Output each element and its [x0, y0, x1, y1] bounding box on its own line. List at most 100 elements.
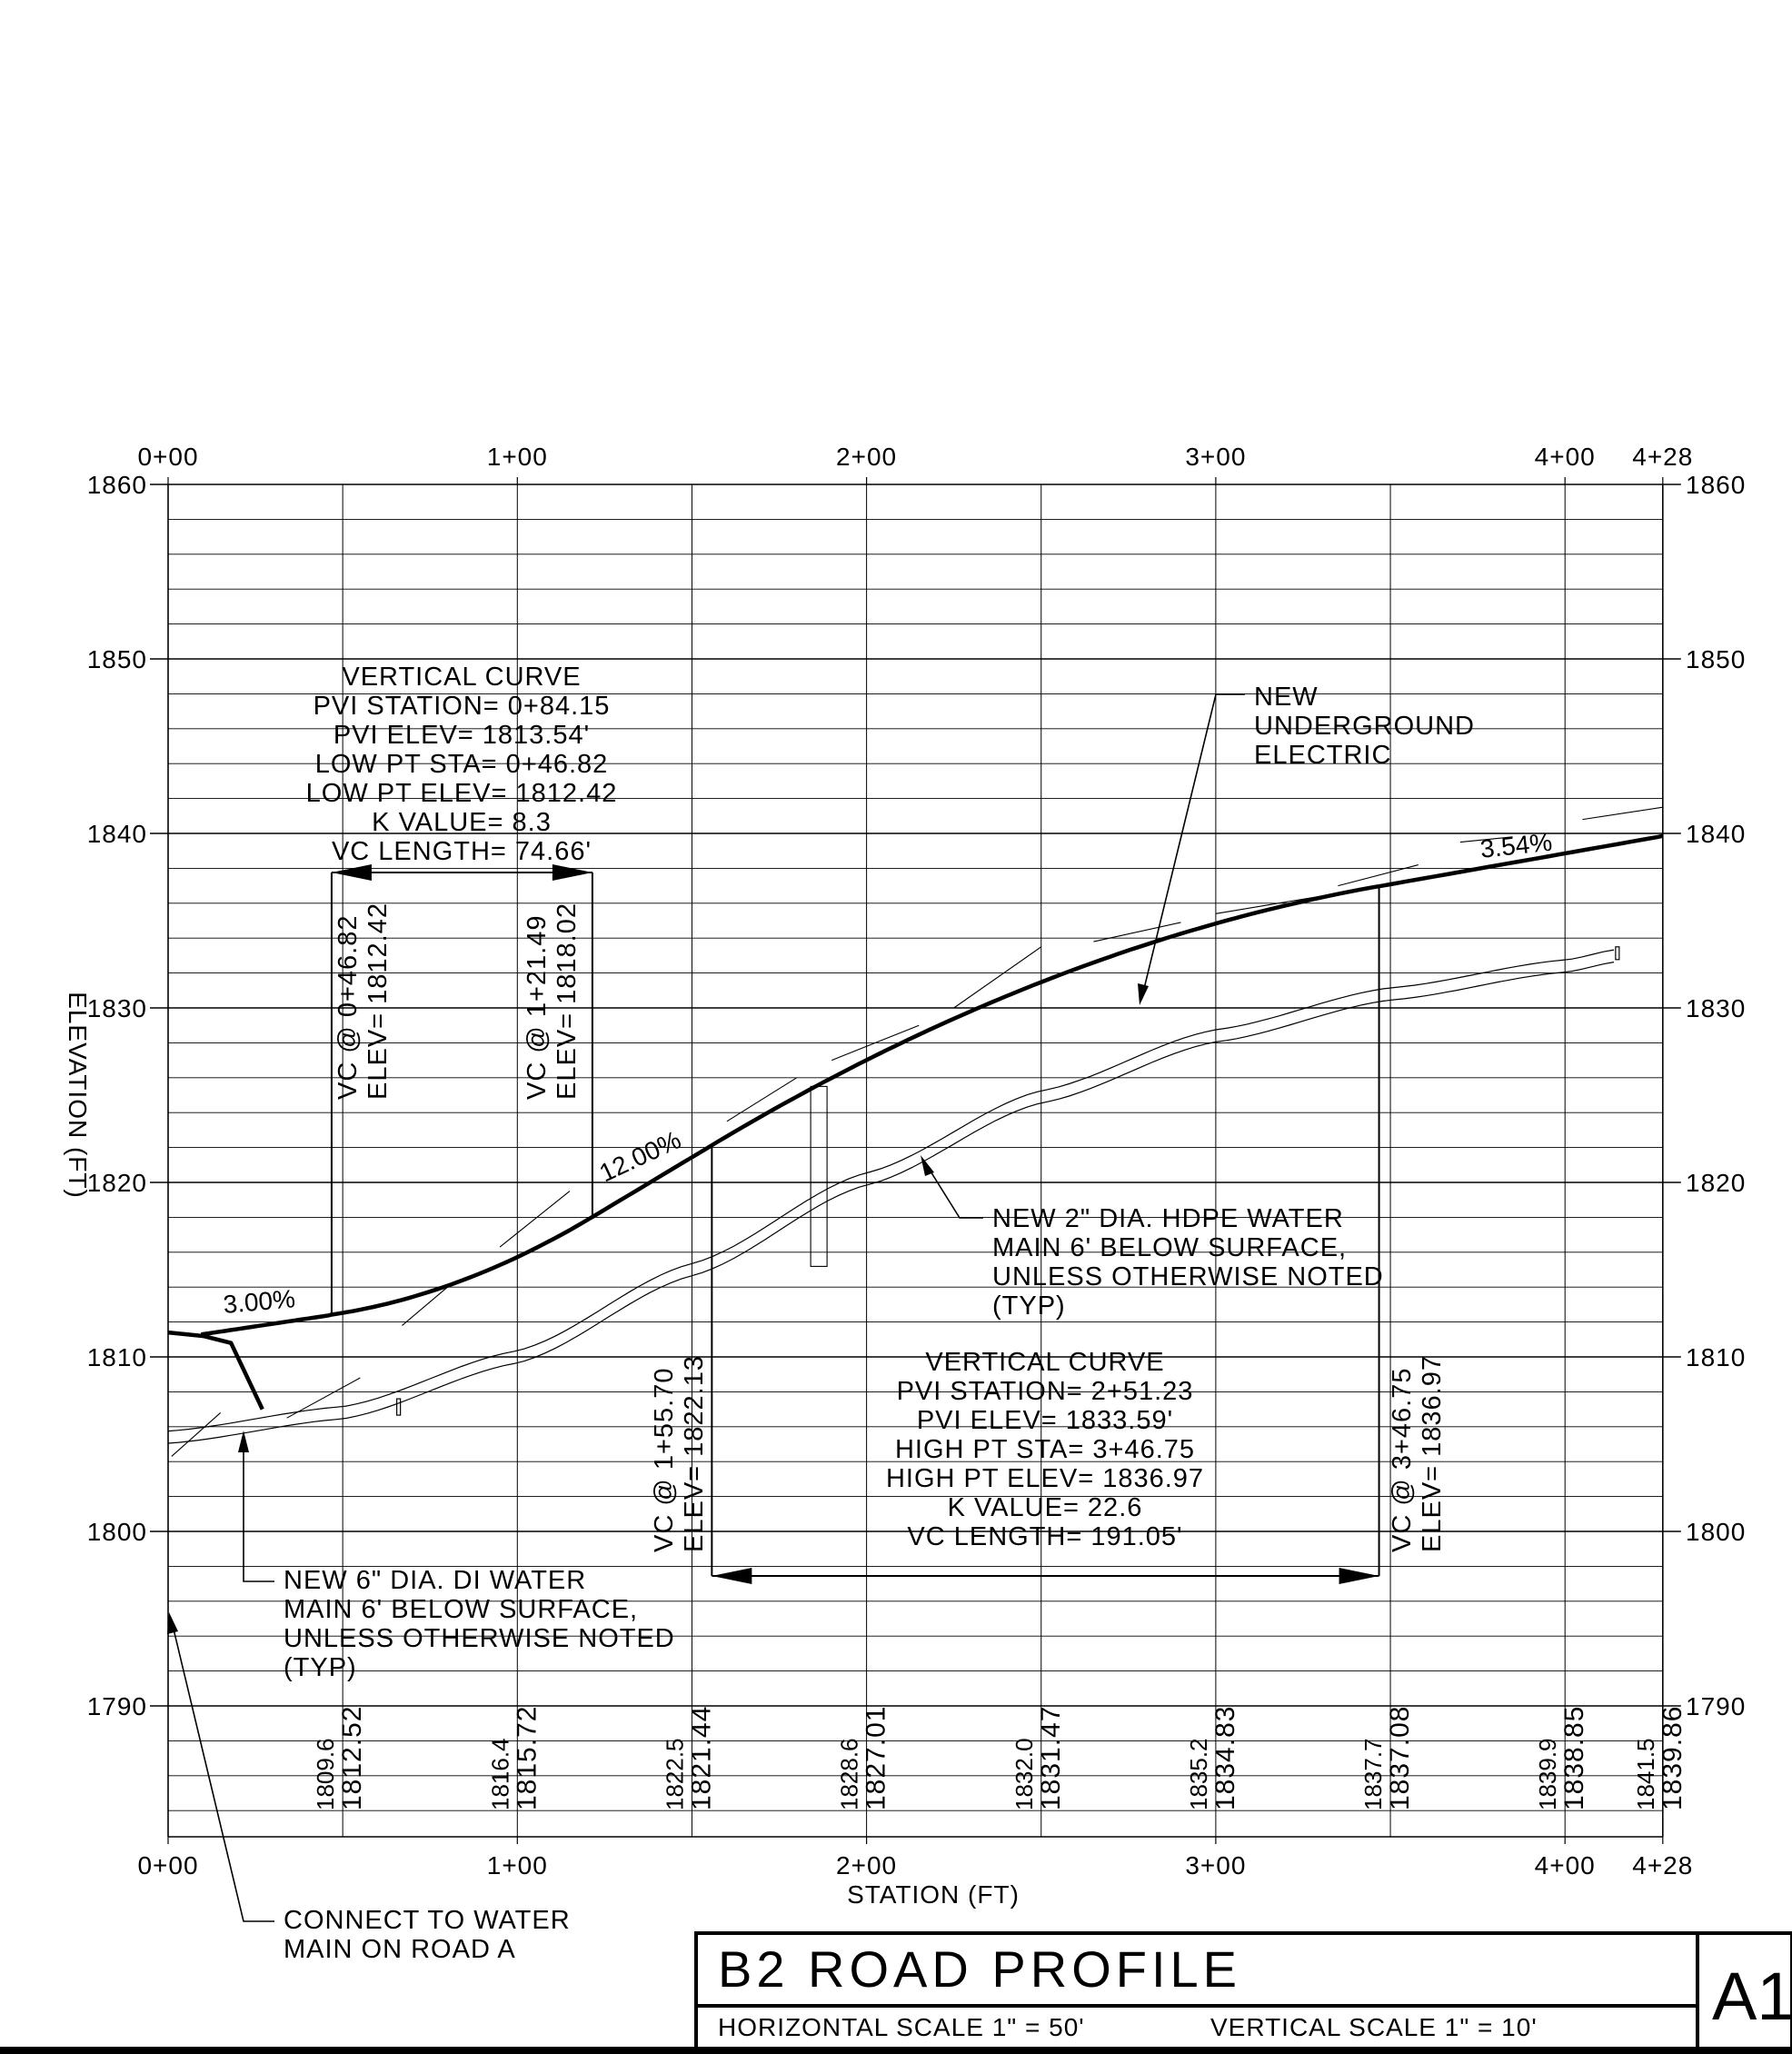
vertical-curve-1-text: LOW PT ELEV= 1812.42 [306, 779, 618, 808]
elevation-tick-right: 1820 [1686, 1169, 1746, 1197]
title-block-frame [694, 1931, 1792, 2054]
vertical-scale: VERTICAL SCALE 1" = 10' [1210, 2013, 1538, 2041]
arrow-hdpe [921, 1155, 934, 1176]
leader-electric [1140, 693, 1245, 1001]
existing-ground-segment [402, 1286, 448, 1326]
leader-hdpe [922, 1159, 983, 1219]
drawing-title: B2 ROAD PROFILE [718, 1940, 1241, 1998]
arrow-di [238, 1431, 249, 1452]
note-di-water: (TYP) [284, 1653, 357, 1682]
vc1-start-label: VC @ 0+46.82 [334, 915, 363, 1100]
existing-elevation-value: 1809.6 [312, 1738, 339, 1810]
note-connect: MAIN ON ROAD A [284, 1935, 516, 1964]
vertical-curve-1-text: PVI STATION= 0+84.15 [314, 692, 611, 721]
station-tick-bottom: 1+00 [487, 1851, 548, 1880]
note-di-water: MAIN 6' BELOW SURFACE, [284, 1595, 638, 1624]
existing-ground-segment [171, 1412, 222, 1457]
sheet-id: A1 [1712, 1959, 1792, 2034]
arrow-connect [167, 1612, 178, 1634]
vertical-curve-2-text: HIGH PT STA= 3+46.75 [895, 1435, 1195, 1464]
x-axis-title: STATION (FT) [847, 1880, 1020, 1909]
note-di-water: NEW 6" DIA. DI WATER [284, 1566, 586, 1595]
note-connect: CONNECT TO WATER [284, 1906, 571, 1935]
water-main-top-line [167, 949, 1615, 1432]
note-electric: NEW [1254, 683, 1319, 712]
vc2-start-label: VC @ 1+55.70 [650, 1368, 679, 1552]
existing-ground-segment [831, 1024, 920, 1062]
vc1-end-label: VC @ 1+21.49 [523, 915, 552, 1100]
vc2-arrow-left [712, 1568, 752, 1584]
existing-elevation-value: 1816.4 [486, 1738, 513, 1810]
vertical-curve-1-text: K VALUE= 8.3 [372, 808, 552, 837]
station-tick-top: 3+00 [1185, 443, 1246, 471]
water-main-end-cap [1615, 946, 1620, 961]
elevation-tick-right: 1850 [1686, 645, 1746, 673]
vertical-curve-2-text: PVI STATION= 2+51.23 [897, 1377, 1194, 1406]
elevation-tick-left: 1840 [87, 820, 147, 848]
existing-elevation-value: 1832.0 [1010, 1738, 1038, 1810]
axis-tick-labels: 0+00 0+00 1+00 1+00 2+00 2+00 3+00 3+00 4+00 4+00… [64, 443, 1746, 1909]
profile-marks [167, 806, 1664, 1457]
proposed-elevation-value: 1821.44 [686, 1706, 716, 1810]
profile-grid [150, 477, 1681, 1844]
vc2-start-label: ELEV= 1822.13 [680, 1355, 709, 1552]
station-tick-top: 4+28 [1632, 443, 1693, 471]
vertical-curve-2-text: K VALUE= 22.6 [948, 1493, 1143, 1522]
note-electric: UNDERGROUND [1254, 712, 1475, 741]
elevation-tick-left: 1830 [87, 994, 147, 1022]
proposed-elevation-value: 1827.01 [861, 1706, 891, 1810]
vc2-end-label: ELEV= 1836.97 [1418, 1355, 1447, 1552]
proposed-road-profile [167, 833, 1664, 1339]
proposed-elevation-value: 1812.52 [337, 1706, 367, 1810]
elevation-tick-left: 1860 [87, 471, 147, 499]
sheet-border-bottom [0, 2047, 1792, 2054]
elevation-tick-right: 1790 [1686, 1692, 1746, 1720]
station-tick-bottom: 2+00 [836, 1851, 897, 1880]
vertical-curve-1-text: VERTICAL CURVE [342, 663, 581, 692]
water-fitting [396, 1398, 402, 1416]
elevation-tick-left: 1790 [87, 1692, 147, 1720]
vertical-curve-1-text: PVI ELEV= 1813.54' [334, 721, 590, 750]
proposed-elevation-value: 1839.86 [1658, 1706, 1687, 1810]
electric-vault [810, 1085, 828, 1267]
leader-connect [170, 1617, 274, 1922]
leader-di [243, 1436, 274, 1582]
vc2-end-label: VC @ 3+46.75 [1388, 1368, 1417, 1552]
existing-elevation-value: 1828.6 [836, 1738, 863, 1810]
existing-ground-segment [1215, 895, 1321, 914]
proposed-elevation-value: 1831.47 [1036, 1706, 1066, 1810]
existing-ground-segment [726, 1077, 798, 1122]
vc1-arrow-left [331, 864, 372, 881]
proposed-elevation-value: 1838.85 [1559, 1706, 1589, 1810]
existing-ground-segment [953, 946, 1042, 1009]
elevation-tick-right: 1840 [1686, 820, 1746, 848]
station-tick-top: 0+00 [137, 443, 198, 471]
existing-ground-segment [1459, 836, 1513, 843]
note-electric: ELECTRIC [1254, 741, 1391, 770]
existing-ground-segment [499, 1191, 571, 1248]
vc2-arrow-right [1339, 1568, 1379, 1584]
vertical-curve-1-text: LOW PT STA= 0+46.82 [315, 750, 609, 779]
existing-ground-segment [1582, 806, 1663, 821]
horizontal-scale: HORIZONTAL SCALE 1" = 50' [718, 2013, 1085, 2041]
elevation-tick-right: 1860 [1686, 471, 1746, 499]
elevation-tick-left: 1820 [87, 1169, 147, 1197]
grade-label: 12.00% [595, 1125, 685, 1187]
water-main-bottom-line [167, 962, 1615, 1444]
proposed-elevation-value: 1815.72 [512, 1706, 542, 1810]
elevation-tick-left: 1800 [87, 1518, 147, 1546]
note-hdpe-water: MAIN 6' BELOW SURFACE, [992, 1233, 1347, 1262]
vertical-curve-1-text: VC LENGTH= 74.66' [332, 837, 592, 866]
existing-elevation-value: 1835.2 [1185, 1738, 1212, 1810]
elevation-tick-right: 1830 [1686, 994, 1746, 1022]
existing-ground-segment [286, 1377, 361, 1419]
note-hdpe-water: UNLESS OTHERWISE NOTED [992, 1262, 1384, 1291]
note-hdpe-water: (TYP) [992, 1291, 1066, 1321]
existing-ground-segment [1093, 922, 1181, 942]
vertical-curve-2-text: PVI ELEV= 1833.59' [917, 1406, 1173, 1435]
elevation-tick-right: 1800 [1686, 1518, 1746, 1546]
proposed-elevation-value: 1834.83 [1210, 1706, 1240, 1810]
grade-label: 3.00% [222, 1284, 296, 1319]
station-tick-top: 1+00 [487, 443, 548, 471]
